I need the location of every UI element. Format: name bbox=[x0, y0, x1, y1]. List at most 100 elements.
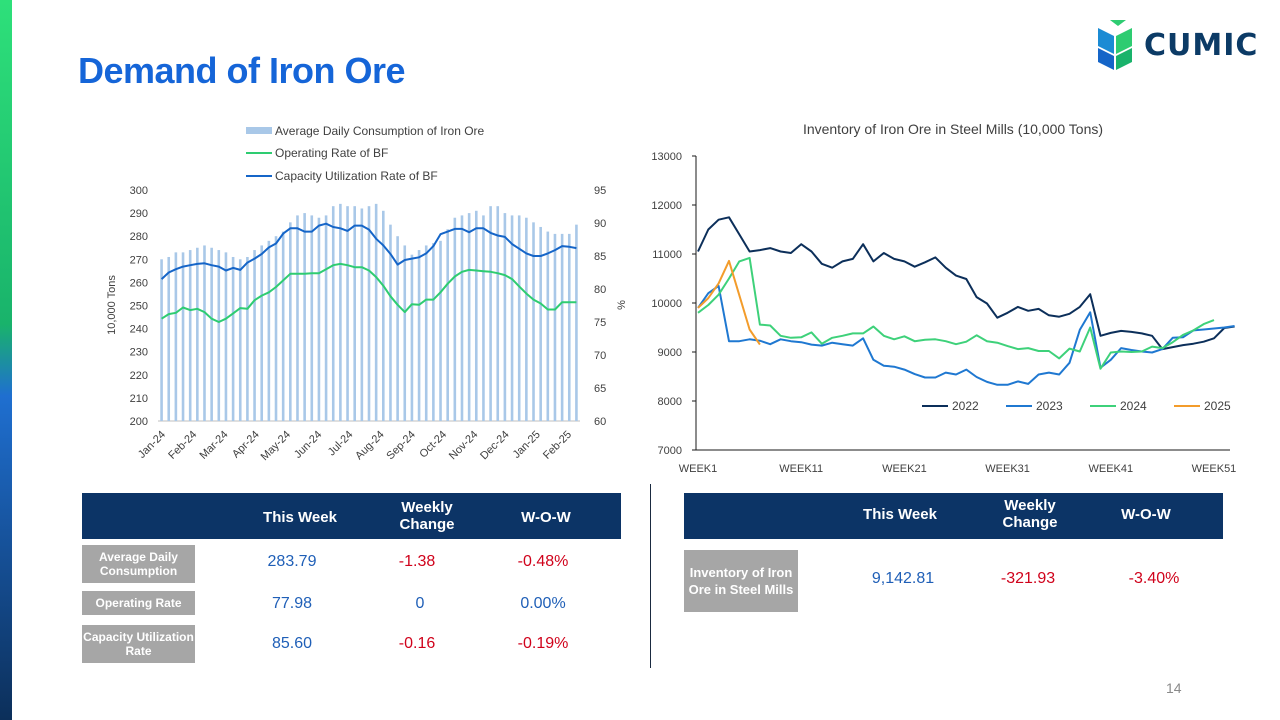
left-x-tick-label: Mar-24 bbox=[197, 429, 230, 462]
left-x-tick-label: Nov-24 bbox=[447, 429, 481, 463]
consumption-bar bbox=[324, 215, 328, 421]
left-y2-tick-label: 80 bbox=[594, 284, 606, 296]
legend-swatch-bar bbox=[246, 127, 272, 134]
consumption-bar bbox=[453, 217, 457, 421]
consumption-bar bbox=[503, 213, 507, 421]
left-y-tick-label: 240 bbox=[130, 324, 148, 336]
left-y-tick-label: 210 bbox=[130, 393, 148, 405]
right-axes: 13000 12000 11000 10000 9000 8000 7000 WEEK1 WEE… bbox=[651, 151, 1236, 475]
right-x-tick-label: WEEK1 bbox=[679, 463, 718, 475]
right-x-tick-label: WEEK11 bbox=[779, 463, 823, 475]
consumption-bar bbox=[281, 231, 285, 421]
left-x-tick-label: Sep-24 bbox=[384, 429, 418, 463]
consumption-bar bbox=[303, 213, 306, 421]
left-y-tick-label: 280 bbox=[130, 231, 148, 243]
consumption-bar bbox=[360, 208, 364, 421]
operating-weekly-change: 0 bbox=[415, 595, 425, 612]
left-accent-strip bbox=[0, 0, 12, 720]
consumption-bar bbox=[231, 256, 235, 421]
consumption-bar bbox=[496, 206, 500, 421]
consumption-bar bbox=[532, 222, 535, 421]
legend-label-consumption: Average Daily Consumption of Iron Ore bbox=[275, 124, 485, 138]
consumption-bar bbox=[539, 226, 542, 421]
left-y-tick-label: 290 bbox=[130, 208, 148, 220]
consumption-bar bbox=[238, 259, 242, 421]
legend-label-capacity: Capacity Utilization Rate of BF bbox=[275, 169, 438, 183]
charts-canvas: Average Daily Consumption of Iron Ore Op… bbox=[106, 121, 1236, 475]
consumption-bar bbox=[560, 233, 564, 421]
consumption-bar bbox=[446, 229, 449, 421]
consumption-bar bbox=[181, 252, 185, 421]
inv-header-this-week: This Week bbox=[863, 506, 937, 523]
consumption-bar bbox=[567, 233, 571, 421]
capacity-this-week: 85.60 bbox=[271, 635, 313, 652]
consumption-weekly-change: -1.38 bbox=[398, 553, 436, 570]
consumption-this-week: 283.79 bbox=[267, 553, 317, 570]
left-y-tick-label: 220 bbox=[130, 370, 148, 382]
inventory-table-header: This Week Weekly Change W-O-W bbox=[684, 493, 1223, 539]
legend-label-2024: 2024 bbox=[1120, 399, 1147, 413]
consumption-bar bbox=[210, 247, 213, 421]
logo-mark-icon bbox=[1098, 20, 1132, 70]
legend-label-2022: 2022 bbox=[952, 399, 979, 413]
consumption-bar bbox=[546, 231, 550, 421]
consumption-table-header: This Week Weekly Change W-O-W bbox=[82, 493, 621, 539]
capacity-weekly-change: -0.16 bbox=[398, 635, 436, 652]
right-x-tick-label: WEEK31 bbox=[985, 463, 1030, 475]
consumption-bar bbox=[310, 215, 314, 421]
left-y-tick-label: 300 bbox=[130, 185, 148, 197]
inventory-this-week: 9,142.81 bbox=[871, 570, 935, 587]
inv-header-weekly-change: Weekly Change bbox=[1002, 497, 1058, 531]
consumption-bar bbox=[396, 236, 399, 421]
consumption-bar bbox=[224, 252, 228, 421]
left-x-tick-label: Jun-24 bbox=[292, 429, 324, 461]
inventory-line-2024 bbox=[697, 256, 1215, 370]
inventory-weekly-change: -321.93 bbox=[1000, 570, 1056, 587]
right-x-tick-label: WEEK21 bbox=[882, 463, 927, 475]
consumption-bar bbox=[296, 215, 299, 421]
consumption-bar bbox=[575, 224, 578, 421]
right-x-tick-label: WEEK41 bbox=[1088, 463, 1133, 475]
right-lines bbox=[697, 216, 1235, 386]
right-y-tick-label: 8000 bbox=[658, 396, 682, 408]
inventory-line-2022 bbox=[697, 216, 1235, 351]
consumption-bar bbox=[553, 233, 557, 421]
left-x-tick-label: Apr-24 bbox=[230, 429, 262, 461]
consumption-bar bbox=[274, 236, 278, 421]
consumption-bar bbox=[517, 215, 521, 421]
consumption-bar bbox=[424, 245, 428, 421]
consumption-bar bbox=[374, 203, 378, 421]
left-x-tick-label: Jan-24 bbox=[136, 429, 168, 461]
section-divider bbox=[650, 484, 651, 668]
right-y-tick-label: 9000 bbox=[658, 347, 682, 359]
operating-wow: 0.00% bbox=[520, 595, 566, 612]
left-y2-tick-label: 90 bbox=[594, 218, 606, 230]
left-x-tick-label: Jan-25 bbox=[511, 429, 543, 461]
consumption-bar bbox=[510, 215, 514, 421]
left-y2-tick-label: 75 bbox=[594, 317, 606, 329]
row-label-inventory: Inventory of Iron Ore in Steel Mills bbox=[684, 550, 798, 612]
logo-text: CUMIC bbox=[1144, 28, 1259, 63]
left-x-tick-label: Feb-25 bbox=[541, 429, 574, 462]
left-x-tick-label: Feb-24 bbox=[166, 429, 199, 462]
consumption-bar bbox=[460, 215, 464, 421]
capacity-wow: -0.19% bbox=[517, 635, 569, 652]
consumption-bar bbox=[203, 245, 206, 421]
consumption-bar bbox=[474, 210, 478, 421]
left-lines bbox=[160, 222, 577, 323]
consumption-bar bbox=[367, 206, 371, 421]
legend-label-2025: 2025 bbox=[1204, 399, 1231, 413]
consumption-bar bbox=[246, 256, 249, 421]
consumption-bar bbox=[482, 215, 485, 421]
right-legend: 2022 2023 2024 2025 bbox=[922, 399, 1231, 413]
cumic-logo: CUMIC bbox=[1096, 20, 1258, 70]
left-x-tick-label: Aug-24 bbox=[353, 429, 387, 463]
header-this-week: This Week bbox=[263, 509, 337, 526]
header-weekly-change: Weekly Change bbox=[399, 499, 455, 533]
left-y2-tick-label: 60 bbox=[594, 416, 606, 428]
consumption-bar bbox=[217, 250, 221, 421]
left-x-tick-label: Oct-24 bbox=[417, 429, 449, 461]
left-y2-tick-label: 85 bbox=[594, 251, 606, 263]
operating-rate-line bbox=[161, 262, 577, 323]
left-y-tick-label: 250 bbox=[130, 301, 148, 313]
